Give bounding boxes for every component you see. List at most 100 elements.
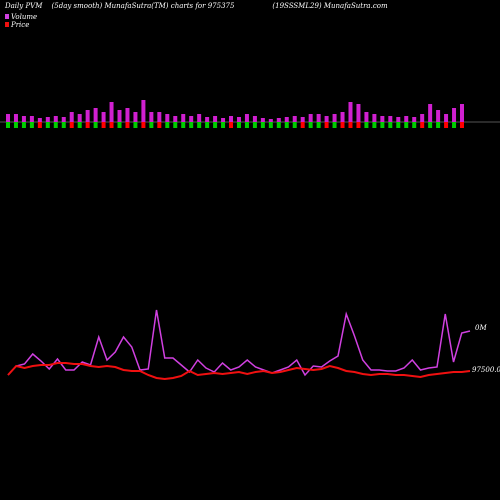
volume-bar [197,114,202,122]
volume-bar-lower [332,122,337,128]
volume-bar [436,110,441,122]
volume-bar [53,116,58,122]
volume-bar-lower [181,122,186,128]
volume-bar [364,112,369,122]
volume-bar [276,118,281,122]
volume-bar-lower [165,122,170,128]
volume-bar-lower [284,122,289,128]
volume-bar-lower [101,122,106,128]
volume-bar-lower [69,122,74,128]
volume-bar [420,114,425,122]
volume-bar [348,102,353,122]
volume-bar-lower [117,122,122,128]
volume-bar-lower [197,122,202,128]
volume-bar [165,114,170,122]
volume-bar [141,100,146,122]
volume-bar [252,116,257,122]
volume-bar-lower [189,122,194,128]
volume-bar [268,119,273,122]
volume-bar [324,116,329,122]
volume-bar-lower [452,122,457,128]
volume-bar [300,117,305,122]
volume-bar [61,117,66,122]
volume-bar-lower [109,122,114,128]
volume-bar-lower [37,122,42,128]
volume-bar [372,114,377,122]
volume-bar [260,118,265,122]
volume-bar-lower [125,122,130,128]
volume-bar-lower [45,122,50,128]
volume-bar [460,104,464,122]
volume-bar-lower [444,122,449,128]
volume-bar-lower [364,122,369,128]
volume-bar-lower [244,122,249,128]
volume-bar [404,116,409,122]
volume-bar [221,118,226,122]
volume-bar [205,117,210,122]
volume-bar [109,102,114,122]
volume-bar [444,114,449,122]
volume-bar-lower [300,122,305,128]
series-line [7,362,471,381]
legend-label: Price [10,21,29,29]
volume-bar [428,104,433,122]
volume-bar-lower [324,122,329,128]
volume-bar-lower [149,122,154,128]
volume-bar-lower [21,122,26,128]
volume-bar-lower [316,122,321,128]
legend-swatch [5,14,9,19]
volume-bar-lower [396,122,401,128]
volume-bar-lower [77,122,82,128]
volume-bar [149,112,154,122]
volume-bar [213,116,218,122]
volume-bar-lower [340,122,345,128]
volume-bar-lower [252,122,257,128]
volume-bar [308,114,313,122]
volume-bar-lower [13,122,18,128]
volume-bar [157,112,162,122]
title-right: (19SSSML29) MunafaSutra.com [272,2,388,10]
volume-bar [133,112,138,122]
volume-bar [388,116,393,122]
annotation: 97500.00 [472,366,500,374]
volume-bar-lower [308,122,313,128]
volume-bar-lower [229,122,234,128]
volume-bar [236,117,241,122]
volume-bar-lower [428,122,433,128]
volume-bar-lower [436,122,441,128]
volume-bar [452,108,457,122]
volume-bar-lower [61,122,66,128]
volume-bar [85,110,90,122]
volume-bar-lower [420,122,425,128]
volume-bar [117,110,122,122]
volume-bar-lower [157,122,162,128]
volume-bar-lower [29,122,34,128]
volume-bar-lower [372,122,377,128]
volume-bar [173,116,178,122]
volume-bar [284,117,289,122]
volume-bar [69,112,74,122]
volume-bar [29,116,34,122]
volume-bar [21,116,26,122]
legend-label: Volume [11,13,37,21]
volume-bar [340,112,345,122]
volume-bar [77,114,82,122]
volume-bar [93,108,98,122]
chart-title: (5day smooth) MunafaSutra(TM) charts for… [52,2,235,10]
volume-bar-lower [205,122,210,128]
series-line [7,309,471,377]
volume-bar-lower [213,122,218,128]
volume-bar-lower [6,122,10,128]
volume-bar-lower [388,122,393,128]
volume-bar-lower [133,122,138,128]
volume-bar [6,114,10,122]
volume-bar-lower [356,122,361,128]
volume-bar [181,114,186,122]
volume-bar [13,114,18,122]
volume-bar-lower [348,122,353,128]
volume-bar-lower [236,122,241,128]
volume-bar [244,114,249,122]
volume-bar-lower [292,122,297,128]
